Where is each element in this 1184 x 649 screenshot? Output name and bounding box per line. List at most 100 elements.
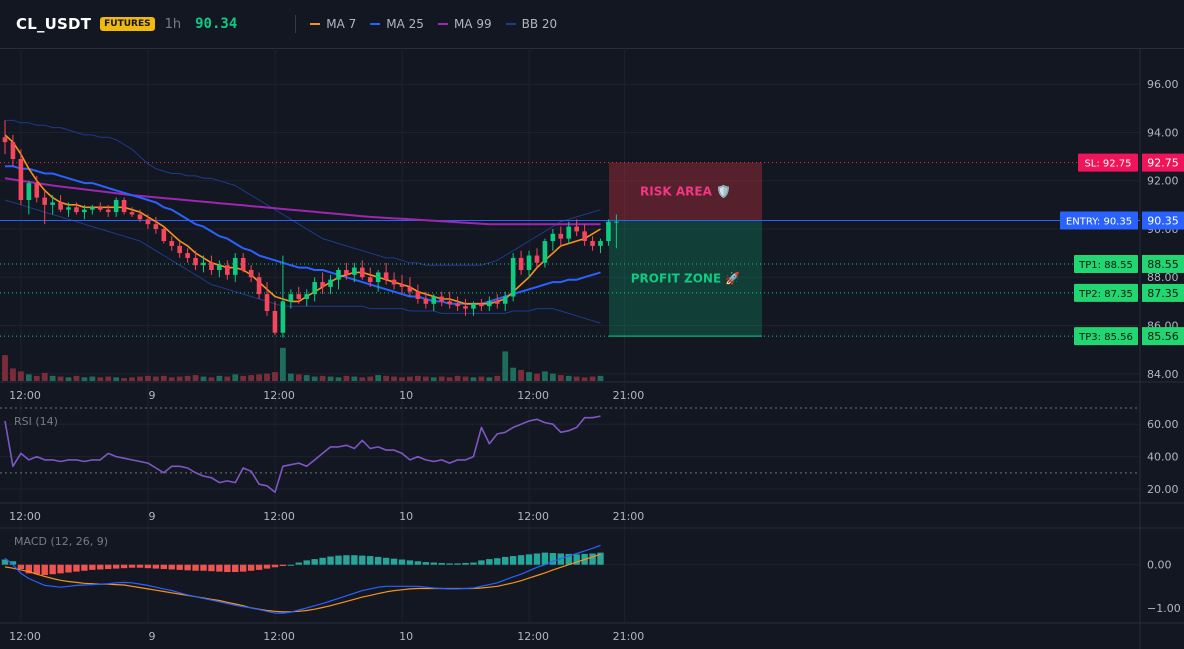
- candle-body[interactable]: [74, 207, 79, 213]
- volume-bar: [65, 377, 72, 381]
- candle-body[interactable]: [169, 241, 175, 246]
- candle-body[interactable]: [574, 226, 579, 232]
- macd-histogram-bar: [533, 553, 541, 565]
- candle-body[interactable]: [328, 279, 333, 287]
- candle-body[interactable]: [2, 137, 8, 143]
- candle-body[interactable]: [336, 270, 341, 280]
- candle-body[interactable]: [463, 306, 468, 309]
- candle-body[interactable]: [312, 282, 317, 295]
- volume-bar: [486, 377, 493, 381]
- candle-body[interactable]: [90, 207, 95, 210]
- candle-body[interactable]: [232, 257, 238, 275]
- candle-body[interactable]: [407, 286, 413, 292]
- candle-body[interactable]: [201, 262, 206, 266]
- candle-body[interactable]: [518, 257, 524, 270]
- legend-bb20-label: BB 20: [521, 17, 558, 31]
- candle-body[interactable]: [598, 241, 603, 246]
- candle-body[interactable]: [185, 253, 190, 258]
- candle-body[interactable]: [82, 209, 87, 213]
- candle-body[interactable]: [494, 301, 500, 304]
- macd-histogram-bar: [73, 564, 80, 572]
- volume-bar: [303, 375, 310, 381]
- candle-body[interactable]: [566, 226, 572, 239]
- candle-body[interactable]: [97, 207, 103, 210]
- candle-body[interactable]: [66, 207, 71, 210]
- candle-body[interactable]: [534, 255, 540, 263]
- candle-body[interactable]: [296, 294, 302, 299]
- candle-body[interactable]: [209, 262, 214, 270]
- candle-body[interactable]: [455, 303, 460, 307]
- candle-body[interactable]: [50, 202, 55, 205]
- candle-body[interactable]: [288, 294, 294, 302]
- candle-body[interactable]: [161, 228, 167, 242]
- timeframe-label[interactable]: 1h: [164, 16, 182, 32]
- candle-body[interactable]: [113, 200, 119, 213]
- candle-body[interactable]: [558, 233, 564, 239]
- candle-body[interactable]: [225, 265, 230, 275]
- bb-lower-line: [4, 199, 601, 324]
- candle-body[interactable]: [344, 270, 349, 275]
- symbol-name[interactable]: CL_USDT: [16, 15, 92, 33]
- candle-body[interactable]: [606, 221, 611, 242]
- candle-body[interactable]: [431, 296, 437, 304]
- price-axis-tag-tp2: [1142, 283, 1184, 302]
- candle-body[interactable]: [526, 255, 532, 270]
- candle-body[interactable]: [320, 282, 325, 287]
- time-axis-label: 10: [399, 630, 413, 643]
- candle-body[interactable]: [272, 311, 278, 333]
- candle-body[interactable]: [542, 241, 548, 263]
- candle-body[interactable]: [240, 257, 246, 270]
- candle-body[interactable]: [590, 241, 595, 246]
- volume-bar: [121, 378, 127, 381]
- candle-body[interactable]: [105, 209, 111, 213]
- legend-swatch-icon: [370, 23, 381, 25]
- volume-bar: [264, 373, 270, 381]
- candle-body[interactable]: [383, 272, 389, 280]
- candle-body[interactable]: [177, 245, 182, 254]
- candle-body[interactable]: [58, 202, 63, 210]
- candle-body[interactable]: [145, 219, 151, 225]
- candle-body[interactable]: [471, 303, 476, 309]
- candle-body[interactable]: [153, 224, 159, 229]
- candle-body[interactable]: [510, 257, 516, 297]
- candle-body[interactable]: [415, 291, 421, 299]
- candle-body[interactable]: [264, 294, 270, 312]
- candle-body[interactable]: [280, 301, 286, 333]
- candle-body[interactable]: [34, 183, 40, 198]
- candle-body[interactable]: [502, 296, 508, 304]
- candle-body[interactable]: [248, 270, 254, 278]
- candle-body[interactable]: [360, 267, 365, 278]
- candle-body[interactable]: [193, 257, 198, 266]
- candle-body[interactable]: [391, 279, 397, 285]
- candle-body[interactable]: [447, 301, 452, 304]
- candle-body[interactable]: [18, 159, 24, 201]
- candle-body[interactable]: [42, 197, 47, 205]
- candle-body[interactable]: [550, 233, 556, 242]
- candle-body[interactable]: [487, 301, 492, 307]
- candle-body[interactable]: [121, 200, 127, 213]
- candle-body[interactable]: [479, 303, 484, 307]
- candle-body[interactable]: [137, 214, 143, 220]
- candle-body[interactable]: [423, 298, 429, 304]
- legend-bb20[interactable]: BB 20: [505, 17, 558, 31]
- candle-body[interactable]: [217, 265, 222, 270]
- legend-ma7[interactable]: MA 7: [310, 17, 356, 31]
- candle-body[interactable]: [439, 296, 444, 302]
- candle-body[interactable]: [10, 142, 16, 159]
- legend-ma99[interactable]: MA 99: [437, 17, 492, 31]
- candle-body[interactable]: [399, 284, 405, 287]
- legend-ma25[interactable]: MA 25: [370, 17, 424, 31]
- candle-body[interactable]: [614, 221, 619, 223]
- candle-body[interactable]: [352, 267, 357, 275]
- candle-body[interactable]: [304, 294, 310, 299]
- macd-histogram-bar: [65, 564, 72, 573]
- candle-body[interactable]: [129, 212, 135, 215]
- candle-body[interactable]: [375, 272, 381, 283]
- volume-bar: [438, 376, 445, 381]
- candle-body[interactable]: [582, 231, 587, 242]
- chart-header: CL_USDT FUTURES 1h 90.34 MA 7 MA 25 MA 9…: [0, 0, 1184, 49]
- candle-body[interactable]: [256, 277, 262, 295]
- candle-body[interactable]: [26, 183, 32, 201]
- candle-body[interactable]: [367, 277, 373, 283]
